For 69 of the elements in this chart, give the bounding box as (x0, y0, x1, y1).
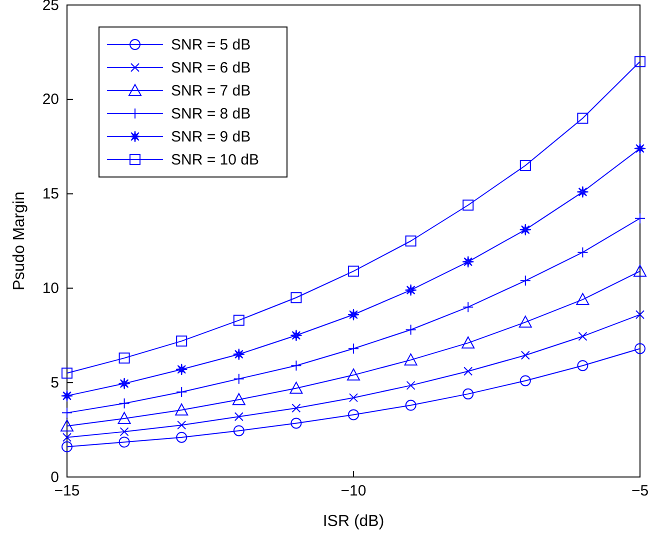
point (462, 388, 474, 400)
point (347, 368, 360, 381)
y-tick-label: 10 (42, 280, 59, 297)
legend-label: SNR = 6 dB (171, 60, 251, 76)
point (577, 112, 588, 124)
legend-label: SNR = 10 dB (171, 152, 259, 168)
point (233, 314, 244, 326)
point (462, 200, 474, 211)
point (118, 352, 130, 364)
point (348, 308, 360, 321)
point (120, 427, 129, 436)
point (290, 382, 303, 394)
x-tick-label: −5 (631, 482, 649, 500)
point (177, 420, 186, 430)
y-axis-title: Psudo Margin (11, 192, 28, 290)
point (518, 316, 532, 328)
point (232, 393, 246, 406)
point (62, 368, 72, 379)
x-tick-label: −10 (340, 482, 366, 500)
point (118, 436, 130, 448)
point (404, 284, 417, 296)
point (349, 393, 358, 402)
point (406, 380, 416, 390)
legend-label: SNR = 8 dB (171, 106, 251, 122)
point (234, 412, 244, 422)
point (290, 292, 302, 304)
point (634, 56, 646, 68)
point (290, 329, 302, 342)
point (462, 256, 474, 268)
point (118, 412, 131, 424)
point (577, 360, 588, 372)
point (290, 418, 302, 429)
x-axis-title: ISR (dB) (322, 513, 384, 530)
point (462, 336, 475, 348)
point (634, 343, 646, 354)
point (233, 425, 244, 436)
point (576, 186, 589, 198)
point (464, 366, 473, 376)
point (634, 142, 646, 154)
point (118, 378, 130, 390)
point (520, 350, 530, 360)
legend-label: SNR = 9 dB (171, 128, 251, 146)
point (176, 432, 188, 443)
point (405, 236, 416, 246)
point (405, 400, 416, 411)
y-tick-label: 20 (42, 91, 59, 108)
legend-label: SNR = 7 dB (171, 82, 251, 100)
point (634, 264, 646, 277)
point (62, 441, 72, 452)
legend-label: SNR = 5 dB (171, 36, 251, 54)
point (62, 432, 72, 442)
point (61, 390, 73, 402)
point (176, 363, 188, 376)
point (519, 224, 532, 236)
point (176, 336, 188, 347)
point (292, 404, 301, 413)
point (348, 266, 359, 277)
point (404, 353, 418, 366)
y-tick-label: 5 (50, 374, 59, 392)
point (232, 348, 245, 360)
point (578, 332, 588, 341)
point (60, 420, 74, 432)
point (520, 160, 531, 171)
point (175, 403, 188, 416)
point (348, 409, 359, 420)
y-tick-label: 15 (42, 186, 59, 203)
point (576, 293, 590, 306)
point (636, 310, 644, 320)
point (520, 375, 531, 386)
